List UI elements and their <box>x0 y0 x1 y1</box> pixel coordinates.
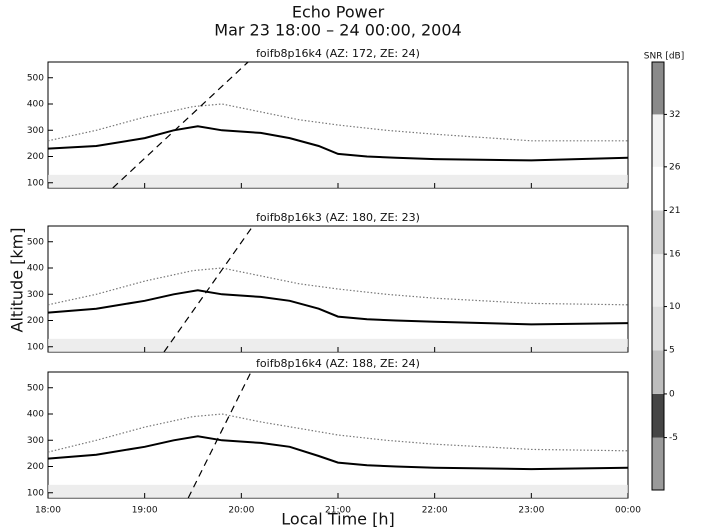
y-tick-label: 200 <box>27 152 44 162</box>
x-tick-label: 20:00 <box>228 506 254 516</box>
plot-area <box>48 372 628 498</box>
x-tick-label: 23:00 <box>518 506 544 516</box>
colorbar-tick-label: 21 <box>669 206 680 216</box>
colorbar-tick-label: 5 <box>669 346 675 356</box>
colorbar-tick-label: 16 <box>669 250 681 260</box>
figure-subtitle: Mar 23 18:00 – 24 00:00, 2004 <box>214 21 461 40</box>
figure-title: Echo Power <box>292 3 385 22</box>
y-tick-label: 200 <box>27 316 44 326</box>
y-tick-label: 400 <box>27 100 44 110</box>
y-tick-label: 500 <box>27 73 44 83</box>
y-tick-label: 100 <box>27 342 44 352</box>
colorbar-segment <box>652 254 664 306</box>
colorbar-segment <box>652 394 664 438</box>
y-tick-label: 500 <box>27 237 44 247</box>
y-axis-label: Altitude [km] <box>8 228 27 333</box>
y-tick-label: 300 <box>27 126 44 136</box>
y-tick-label: 400 <box>27 410 44 420</box>
colorbar-segment <box>652 350 664 394</box>
colorbar-segment <box>652 210 664 254</box>
plot-area <box>48 226 628 352</box>
x-tick-label: 22:00 <box>422 506 448 516</box>
y-tick-label: 500 <box>27 383 44 393</box>
colorbar-tick-label: 0 <box>669 389 675 399</box>
colorbar-tick-label: 32 <box>669 110 680 120</box>
x-tick-label: 21:00 <box>325 506 351 516</box>
colorbar-label: SNR [dB] <box>644 52 684 62</box>
y-tick-label: 300 <box>27 436 44 446</box>
colorbar-tick-label: -5 <box>669 433 678 443</box>
colorbar-segment <box>652 438 664 490</box>
panel-title: foifb8p16k3 (AZ: 180, ZE: 23) <box>256 211 420 224</box>
colorbar-segment <box>652 307 664 351</box>
y-tick-label: 100 <box>27 178 44 188</box>
colorbar-segment <box>652 62 664 114</box>
y-tick-label: 400 <box>27 264 44 274</box>
y-tick-label: 100 <box>27 488 44 498</box>
x-tick-label: 00:00 <box>615 506 641 516</box>
panel-title: foifb8p16k4 (AZ: 172, ZE: 24) <box>256 47 420 60</box>
x-tick-label: 19:00 <box>132 506 158 516</box>
x-tick-label: 18:00 <box>35 506 61 516</box>
colorbar-segment <box>652 167 664 211</box>
y-tick-label: 300 <box>27 290 44 300</box>
colorbar-tick-label: 26 <box>669 162 681 172</box>
colorbar-segment <box>652 114 664 166</box>
panel-title: foifb8p16k4 (AZ: 188, ZE: 24) <box>256 357 420 370</box>
y-tick-label: 200 <box>27 462 44 472</box>
plot-area <box>48 62 628 188</box>
figure: Echo Power Mar 23 18:00 – 24 00:00, 2004… <box>0 0 712 531</box>
colorbar-tick-label: 10 <box>669 302 681 312</box>
